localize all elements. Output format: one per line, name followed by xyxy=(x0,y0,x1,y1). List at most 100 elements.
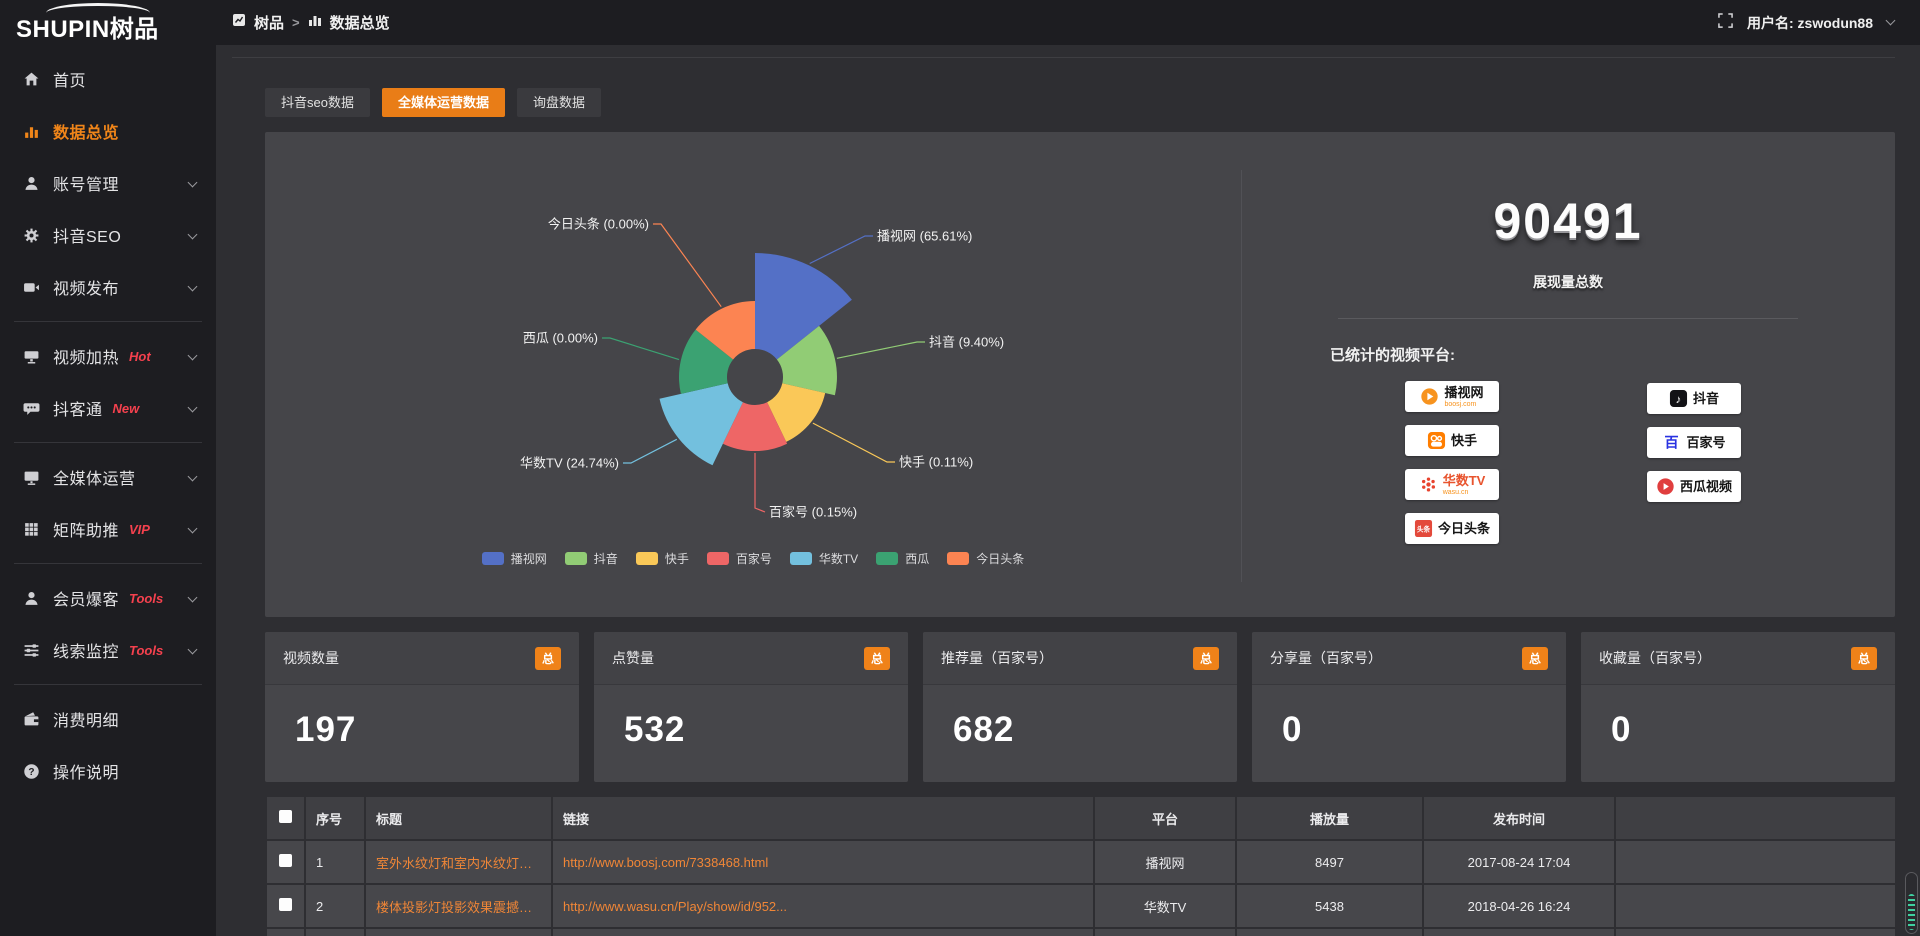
panel-vertical-divider xyxy=(1241,170,1242,582)
cell-empty xyxy=(306,929,364,936)
sidebar-item-label: 消费明细 xyxy=(53,713,120,730)
sidebar-item-4[interactable]: 视频发布 xyxy=(0,261,216,313)
sidebar-item-2[interactable]: 账号管理 xyxy=(0,157,216,209)
legend-item-5[interactable]: 西瓜 xyxy=(876,550,929,567)
sidebar-item-1[interactable]: 数据总览 xyxy=(0,105,216,157)
cell-title[interactable]: 室外水纹灯和室内水纹灯的区别和简介 xyxy=(366,841,551,883)
sidebar-item-10[interactable]: 线索监控 Tools xyxy=(0,624,216,676)
kuaishou-logo-icon xyxy=(1427,431,1446,450)
breadcrumb-home-icon xyxy=(232,13,246,32)
row-checkbox-cell[interactable] xyxy=(267,885,304,927)
sidebar-item-label: 视频加热 xyxy=(53,350,120,367)
sidebar-badge: Hot xyxy=(129,348,151,364)
fullscreen-icon[interactable] xyxy=(1718,12,1733,33)
pie-label: 抖音 (9.40%) xyxy=(929,335,1004,350)
stat-card-4: 收藏量（百家号） 总 0 xyxy=(1581,632,1895,782)
chevron-down-icon[interactable] xyxy=(1885,15,1896,26)
legend-label: 西瓜 xyxy=(905,552,930,566)
legend-label: 今日头条 xyxy=(976,552,1025,566)
header-divider xyxy=(232,57,1895,58)
user-icon xyxy=(22,174,40,192)
overview-panel: 播视网 (65.61%) 抖音 (9.40%) 快手 (0.11%) 百家号 (0.1… xyxy=(265,132,1895,617)
legend-item-1[interactable]: 抖音 xyxy=(564,550,618,567)
legend-item-6[interactable]: 今日头条 xyxy=(947,550,1024,567)
sidebar-item-5[interactable]: 视频加热 Hot xyxy=(0,330,216,382)
platform-name: 快手 xyxy=(1450,433,1477,448)
sidebar-item-3[interactable]: 抖音SEO xyxy=(0,209,216,261)
impressions-total-value: 90491 xyxy=(1493,193,1643,249)
cell-link[interactable]: http://www.wasu.cn/Play/show/id/952... xyxy=(553,885,1093,927)
stat-card-3: 分享量（百家号） 总 0 xyxy=(1252,632,1566,782)
tab-2[interactable]: 询盘数据 xyxy=(516,88,601,117)
scrollbar-thumb[interactable] xyxy=(1908,894,1915,930)
sidebar-item-label: 线索监控 xyxy=(53,644,120,661)
cell-platform: 华数TV xyxy=(1095,885,1235,927)
stat-total-badge[interactable]: 总 xyxy=(1192,646,1219,670)
stat-total-badge[interactable]: 总 xyxy=(863,646,890,670)
stat-card-value: 0 xyxy=(1611,710,1632,749)
breadcrumb-item[interactable]: 树品 xyxy=(254,15,285,32)
pie-label-line xyxy=(836,341,925,359)
chat-icon xyxy=(22,399,40,417)
cell-title[interactable]: 楼体投影灯投影效果震撼上市 xyxy=(366,885,551,927)
legend-item-2[interactable]: 快手 xyxy=(635,550,689,567)
row-checkbox[interactable] xyxy=(279,854,292,867)
cell-link[interactable]: http://www.boosj.com/7338468.html xyxy=(553,841,1093,883)
username-label[interactable]: 用户名: zswodun88 xyxy=(1746,14,1873,31)
stat-card-1: 点赞量 总 532 xyxy=(594,632,908,782)
sliders-icon xyxy=(22,641,40,659)
platform-subtext: wasu.cn xyxy=(1442,488,1469,496)
stat-total-badge[interactable]: 总 xyxy=(1850,646,1877,670)
platform-badge-wasu: 华数TV wasu.cn xyxy=(1405,469,1499,500)
svg-text:头条: 头条 xyxy=(1417,525,1431,534)
pie-label: 西瓜 (0.00%) xyxy=(523,331,598,346)
sidebar-item-6[interactable]: 抖客通 New xyxy=(0,382,216,434)
pie-slice-6[interactable] xyxy=(695,301,755,360)
stat-card-header: 视频数量 总 xyxy=(265,632,579,685)
row-checkbox[interactable] xyxy=(279,898,292,911)
tab-0[interactable]: 抖音seo数据 xyxy=(265,88,370,117)
platform-name: 华数TV xyxy=(1442,472,1486,488)
cell-time: 2017-08-24 17:04 xyxy=(1424,841,1614,883)
pie-slice-1[interactable] xyxy=(776,325,837,396)
cell-time: 2018-04-26 16:24 xyxy=(1424,885,1614,927)
grid-icon xyxy=(22,520,40,538)
pie-slice-4[interactable] xyxy=(659,383,743,466)
cell-empty xyxy=(1616,929,1895,936)
sidebar-item-label: 账号管理 xyxy=(53,177,120,194)
legend-swatch xyxy=(947,552,970,565)
sidebar-item-label: 数据总览 xyxy=(53,125,120,142)
cell-views: 8497 xyxy=(1237,841,1422,883)
legend-item-3[interactable]: 百家号 xyxy=(706,550,772,567)
row-checkbox-cell[interactable] xyxy=(267,841,304,883)
pie-slice-5[interactable] xyxy=(678,329,734,394)
sidebar-item-12[interactable]: ? 操作说明 xyxy=(0,745,216,797)
baijiahao-logo-icon: 百 xyxy=(1662,433,1681,452)
pie-slice-2[interactable] xyxy=(767,383,826,442)
pie-slice-3[interactable] xyxy=(722,402,788,452)
pie-slice-0[interactable] xyxy=(755,253,852,360)
select-all-checkbox[interactable] xyxy=(279,810,292,823)
tab-1[interactable]: 全媒体运营数据 xyxy=(381,88,505,117)
stat-card-label: 点赞量 xyxy=(612,650,654,666)
sidebar-item-9[interactable]: 会员爆客 Tools xyxy=(0,572,216,624)
sidebar-item-11[interactable]: 消费明细 xyxy=(0,693,216,745)
stat-total-badge[interactable]: 总 xyxy=(1521,646,1548,670)
legend-item-0[interactable]: 播视网 xyxy=(481,550,547,567)
sidebar-item-7[interactable]: 全媒体运营 xyxy=(0,451,216,503)
chevron-down-icon xyxy=(187,177,198,188)
legend-item-4[interactable]: 华数TV xyxy=(789,550,859,567)
stat-total-badge[interactable]: 总 xyxy=(534,646,561,670)
cell-empty xyxy=(1424,929,1614,936)
app-logo[interactable]: SHUPIN树品 xyxy=(16,0,226,45)
sidebar-item-8[interactable]: 矩阵助推 VIP xyxy=(0,503,216,555)
video-icon xyxy=(22,278,40,296)
scrollbar-track[interactable] xyxy=(1905,872,1918,934)
legend-swatch xyxy=(706,552,729,565)
logo-arc-icon xyxy=(46,3,150,13)
column-header-1: 标题 xyxy=(366,797,551,839)
sidebar-item-0[interactable]: 首页 xyxy=(0,53,216,105)
legend-label: 华数TV xyxy=(818,552,859,566)
stat-card-header: 分享量（百家号） 总 xyxy=(1252,632,1566,685)
legend-label: 快手 xyxy=(664,552,689,566)
